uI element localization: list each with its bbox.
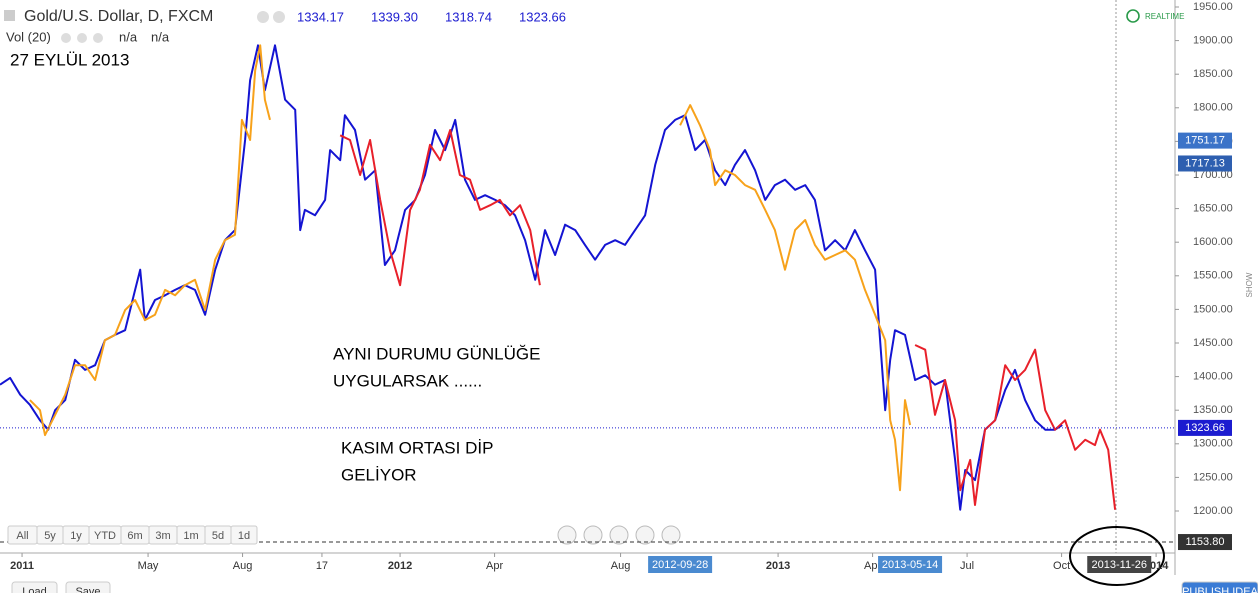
symbol-title: Gold/U.S. Dollar, D, FXCM: [24, 8, 213, 25]
indicator-value: n/a: [151, 29, 170, 44]
scroll-left-button[interactable]: [557, 525, 577, 545]
y-tick-label: 1950.00: [1193, 1, 1233, 13]
annotation: AYNI DURUMU GÜNLÜĞE: [333, 344, 540, 363]
range-button-label[interactable]: 6m: [127, 530, 142, 542]
y-tick-label: 1500.00: [1193, 303, 1233, 315]
range-button-label[interactable]: 1y: [70, 530, 82, 542]
price-line: [339, 129, 1117, 510]
date-badge-label: 2013-05-14: [882, 559, 938, 571]
highlight-ellipse: [1069, 526, 1165, 586]
x-tick-label: 2012: [388, 560, 412, 572]
date-badge: [878, 556, 943, 573]
y-tick-label: 1200.00: [1193, 505, 1233, 517]
y-tick-label: 1850.00: [1193, 68, 1233, 80]
range-button-label[interactable]: All: [16, 530, 28, 542]
range-button-label[interactable]: 1d: [238, 530, 250, 542]
indicator-name: Vol (20): [6, 29, 51, 44]
reset-button[interactable]: [609, 525, 629, 545]
toolbar-button: [65, 581, 111, 593]
x-tick-label: May: [138, 560, 159, 572]
x-tick-label: 2013: [766, 560, 790, 572]
y-tick-label: 1450.00: [1193, 337, 1233, 349]
realtime-label: REALTIME: [1145, 12, 1184, 21]
x-tick-label: 17: [316, 560, 328, 572]
toolbar-label[interactable]: PUBLISH IDEA: [1182, 586, 1258, 593]
toolbar-button: [11, 581, 58, 593]
price-badge-label: 1323.66: [1185, 422, 1225, 434]
y-tick-label: 1700.00: [1193, 169, 1233, 181]
y-tick-label: 1650.00: [1193, 202, 1233, 214]
range-button-label[interactable]: 3m: [155, 530, 170, 542]
close-icon[interactable]: [93, 33, 103, 43]
date-badge: [648, 556, 713, 573]
y-tick-label: 1350.00: [1193, 404, 1233, 416]
eye-icon[interactable]: [61, 33, 71, 43]
price-badge: [1178, 155, 1232, 172]
symbol-icon: [4, 10, 15, 21]
price-badge-label: 1751.17: [1185, 135, 1225, 147]
price-line: [29, 44, 912, 492]
ohlc-value: 1323.66: [519, 9, 566, 24]
annotation: GELİYOR: [341, 465, 417, 484]
date-badge-label: 2012-09-28: [652, 559, 708, 571]
x-tick-label: Oct: [1053, 560, 1070, 572]
x-tick-label: Aug: [233, 560, 253, 572]
toolbar-button: [1181, 581, 1258, 593]
price-badge-label: 1153.80: [1186, 536, 1225, 548]
x-tick-label: 2011: [10, 560, 34, 572]
toolbar-label[interactable]: Load: [22, 586, 46, 593]
price-badge: [1178, 419, 1232, 436]
range-button-label[interactable]: 5y: [44, 530, 56, 542]
y-tick-label: 1250.00: [1193, 471, 1233, 483]
ohlc-value: 1339.30: [371, 9, 418, 24]
side-tab[interactable]: SHOW: [1245, 272, 1254, 297]
y-tick-label: 1900.00: [1193, 34, 1233, 46]
zoom-in-button[interactable]: [635, 525, 655, 545]
range-button: [230, 525, 258, 545]
price-badge: [1178, 132, 1232, 149]
scroll-right-button[interactable]: [661, 525, 681, 545]
y-tick-label: 1600.00: [1193, 236, 1233, 248]
eye-icon[interactable]: [257, 11, 269, 23]
settings-icon[interactable]: [77, 33, 87, 43]
y-tick-label: 1800.00: [1193, 102, 1233, 114]
y-tick-label: 1550.00: [1193, 270, 1233, 282]
date-note: 27 EYLÜL 2013: [10, 50, 129, 69]
ohlc-value: 1334.17: [297, 9, 344, 24]
date-badge: [1087, 556, 1152, 573]
realtime-icon: [1126, 9, 1140, 23]
navigation-buttons: [557, 525, 681, 545]
y-tick-label: 1400.00: [1193, 371, 1233, 383]
zoom-out-button[interactable]: [583, 525, 603, 545]
date-badge-label: 2013-11-26: [1092, 559, 1147, 571]
x-tick-label: Aug: [611, 560, 631, 572]
indicator-value: n/a: [119, 29, 138, 44]
price-line: [0, 44, 1063, 511]
toolbar-label[interactable]: Save: [75, 586, 100, 593]
range-button-label[interactable]: 5d: [212, 530, 224, 542]
annotation: KASIM ORTASI DİP: [341, 438, 493, 457]
x-tick-label: Apr: [486, 560, 503, 572]
price-badge: [1178, 534, 1232, 551]
header: Gold/U.S. Dollar, D, FXCM Vol (20) n/a n…: [4, 8, 1254, 297]
x-tick-label: Apr: [864, 560, 881, 572]
annotation: UYGULARSAK ......: [333, 371, 482, 390]
range-button-label[interactable]: YTD: [94, 530, 116, 542]
x-tick-label: Jul: [960, 560, 974, 572]
ohlc-value: 1318.74: [445, 9, 492, 24]
y-tick-label: 1300.00: [1193, 438, 1233, 450]
range-button-label[interactable]: 1m: [183, 530, 198, 542]
settings-icon[interactable]: [273, 11, 285, 23]
price-badge-label: 1717.13: [1185, 157, 1225, 169]
